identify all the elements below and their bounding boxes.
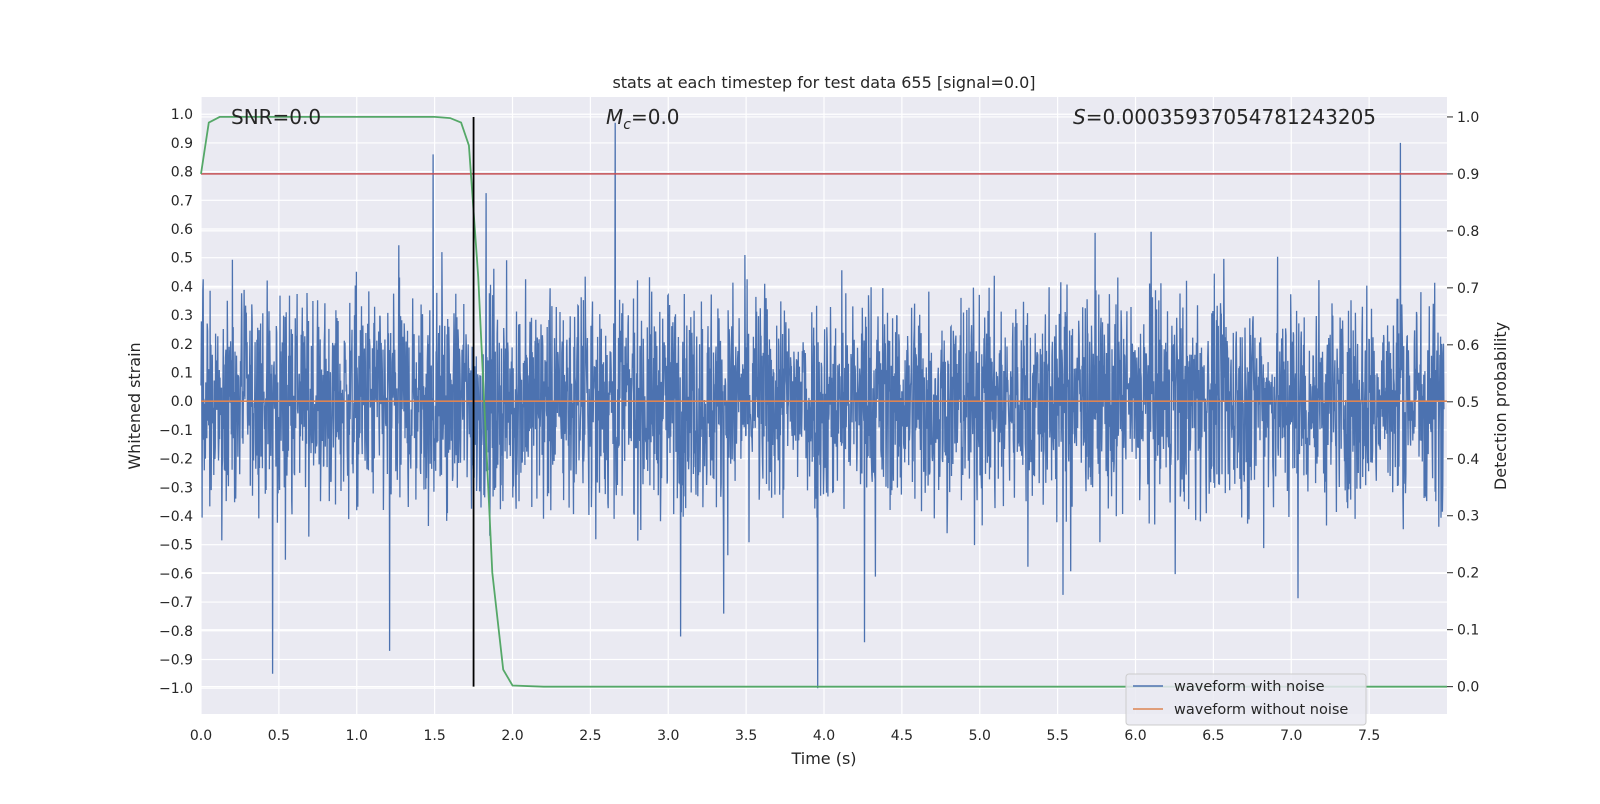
y-left-tick-label: −0.7 (159, 595, 193, 611)
x-tick-label: 0.5 (268, 728, 290, 744)
overlay-lines (200, 116, 1447, 688)
x-tick-label: 7.0 (1280, 728, 1302, 744)
y-left-tick-label: −0.6 (159, 566, 193, 582)
y-left-tick-label: 0.2 (171, 337, 193, 353)
y-right-tick-label: 0.1 (1457, 623, 1479, 639)
y-right-tick-label: 0.2 (1457, 566, 1479, 582)
x-tick-label: 1.5 (423, 728, 445, 744)
x-tick-label: 7.5 (1358, 728, 1380, 744)
y-left-tick-label: 0.4 (171, 279, 193, 295)
x-tick-label: 2.5 (579, 728, 601, 744)
y-right-tick-label: 0.0 (1457, 680, 1479, 696)
x-tick-label: 5.5 (1046, 728, 1068, 744)
legend-label-clean: waveform without noise (1174, 702, 1348, 718)
x-tick-label: 0.0 (190, 728, 212, 744)
y-left-tick-label: 0.5 (171, 251, 193, 267)
x-tick-label: 6.0 (1124, 728, 1146, 744)
y-right-tick-label: 0.4 (1457, 452, 1479, 468)
y-left-tick-label: 0.1 (171, 365, 193, 381)
chart-title: stats at each timestep for test data 655… (612, 73, 1035, 92)
waveform-with-noise-series (200, 122, 1445, 689)
x-tick-label: 4.5 (891, 728, 913, 744)
y-left-tick-label: −0.4 (159, 509, 193, 525)
y-right-axis-label: Detection probability (1491, 322, 1510, 490)
legend-box (1125, 673, 1367, 726)
y-left-tick-label: −0.1 (159, 423, 193, 439)
y-left-tick-label: −0.8 (159, 624, 193, 640)
y-right-tick-label: 1.0 (1457, 110, 1479, 126)
x-tick-label: 6.5 (1202, 728, 1224, 744)
y-left-axis-label: Whitened strain (125, 342, 144, 469)
chirp-mass-value: =0.0 (631, 105, 680, 129)
s-annotation: S=0.00035937054781243205 (1073, 105, 1376, 129)
y-left-tick-label: 0.0 (171, 394, 193, 410)
x-tick-label: 1.0 (346, 728, 368, 744)
y-left-tick-label: 0.8 (171, 165, 193, 181)
x-axis-ticks: 0.0 0.5 1.0 1.5 2.0 2.5 3.0 3.5 4.0 4.5 5.0 5.5 6.0 6… (190, 728, 1380, 744)
y-right-tick-label: 0.7 (1457, 281, 1479, 297)
s-value: =0.00035937054781243205 (1086, 105, 1376, 129)
y-left-tick-label: 1.0 (171, 107, 193, 123)
y-right-tick-label: 0.9 (1457, 167, 1479, 183)
x-tick-label: 3.0 (657, 728, 679, 744)
y-right-axis-ticks: 0.0 0.1 0.2 0.3 0.4 0.5 0.6 0.7 0.8 0.9 1.0 (1447, 110, 1479, 696)
x-tick-label: 4.0 (813, 728, 835, 744)
y-left-tick-label: −0.5 (159, 538, 193, 554)
x-axis-label: Time (s) (790, 749, 856, 768)
s-symbol: S (1073, 105, 1086, 129)
y-left-tick-label: −0.3 (159, 480, 193, 496)
x-tick-label: 3.5 (735, 728, 757, 744)
chirp-mass-subscript: c (623, 117, 631, 133)
y-left-tick-label: 0.3 (171, 308, 193, 324)
noise-waveform-line (200, 122, 1445, 689)
chirp-mass-symbol: M (606, 105, 623, 129)
y-right-tick-label: 0.5 (1457, 395, 1479, 411)
chirp-mass-annotation: Mc=0.0 (606, 105, 680, 133)
snr-annotation: SNR=0.0 (231, 105, 321, 129)
y-left-tick-label: −1.0 (159, 681, 193, 697)
y-right-tick-label: 0.6 (1457, 338, 1479, 354)
y-right-tick-label: 0.8 (1457, 224, 1479, 240)
legend-label-noise: waveform with noise (1174, 679, 1325, 695)
y-left-tick-label: 0.9 (171, 136, 193, 152)
detection-probability-line (200, 116, 1447, 688)
y-left-tick-label: −0.2 (159, 452, 193, 468)
y-left-axis-ticks: −1.0 −0.9 −0.8 −0.7 −0.6 −0.5 −0.4 −0.3 −0.2 −0.1… (159, 107, 193, 697)
x-tick-label: 2.0 (501, 728, 523, 744)
y-right-tick-label: 0.3 (1457, 509, 1479, 525)
legend: waveform with noise waveform without noi… (1125, 673, 1367, 726)
y-left-tick-label: 0.7 (171, 193, 193, 209)
y-left-tick-label: 0.6 (171, 222, 193, 238)
y-left-tick-label: −0.9 (159, 652, 193, 668)
x-tick-label: 5.0 (969, 728, 991, 744)
